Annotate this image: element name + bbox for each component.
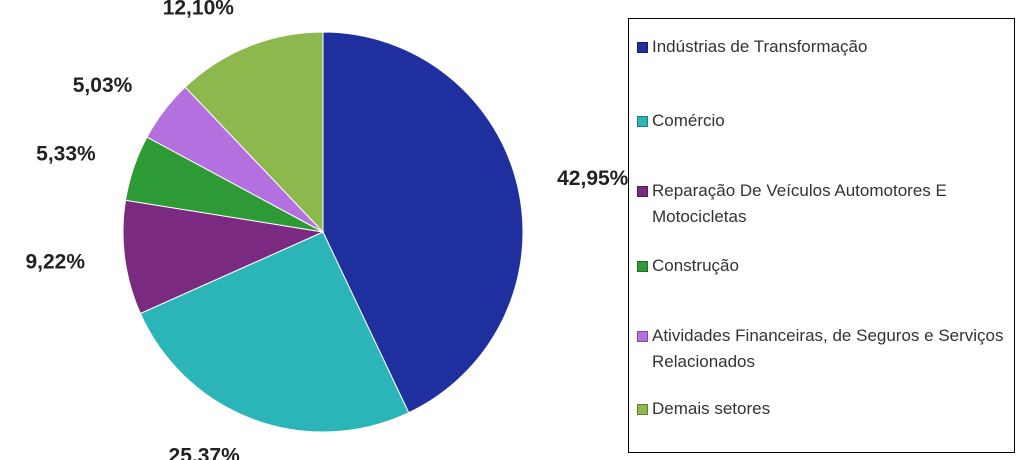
pie-slice bbox=[122, 199, 325, 315]
legend-item: Comércio bbox=[637, 108, 1007, 134]
data-label: 12,10% bbox=[163, 0, 235, 20]
legend-label: Comércio bbox=[652, 111, 725, 130]
legend-label: Atividades Financeiras, de Seguros e Ser… bbox=[652, 326, 1004, 371]
legend-label: Construção bbox=[652, 256, 739, 275]
legend-item: Reparação De Veículos Automotores E Moto… bbox=[637, 178, 1007, 230]
data-label: 5,33% bbox=[36, 142, 96, 165]
legend-item: Demais setores bbox=[637, 396, 1007, 422]
legend-swatch bbox=[637, 116, 648, 127]
legend-label: Demais setores bbox=[652, 399, 771, 418]
legend-label: Indústrias de Transformação bbox=[652, 37, 868, 56]
pie-slice bbox=[184, 31, 324, 234]
legend-swatch bbox=[637, 404, 648, 415]
legend-swatch bbox=[637, 331, 648, 342]
legend-swatch bbox=[637, 261, 648, 272]
legend-item: Atividades Financeiras, de Seguros e Ser… bbox=[637, 323, 1007, 375]
legend-item: Indústrias de Transformação bbox=[637, 34, 1007, 60]
data-label: 9,22% bbox=[25, 251, 85, 274]
data-label: 5,03% bbox=[73, 74, 133, 97]
data-label: 25,37% bbox=[169, 445, 241, 460]
legend: Indústrias de Transformação Comércio Repar… bbox=[628, 18, 1015, 453]
data-label: 42,95% bbox=[557, 167, 629, 190]
legend-item: Construção bbox=[637, 253, 1007, 279]
legend-swatch bbox=[637, 42, 648, 53]
legend-swatch bbox=[637, 186, 648, 197]
pie-slice bbox=[322, 31, 524, 414]
legend-label: Reparação De Veículos Automotores E Moto… bbox=[652, 181, 947, 226]
pie-slice bbox=[139, 231, 410, 433]
